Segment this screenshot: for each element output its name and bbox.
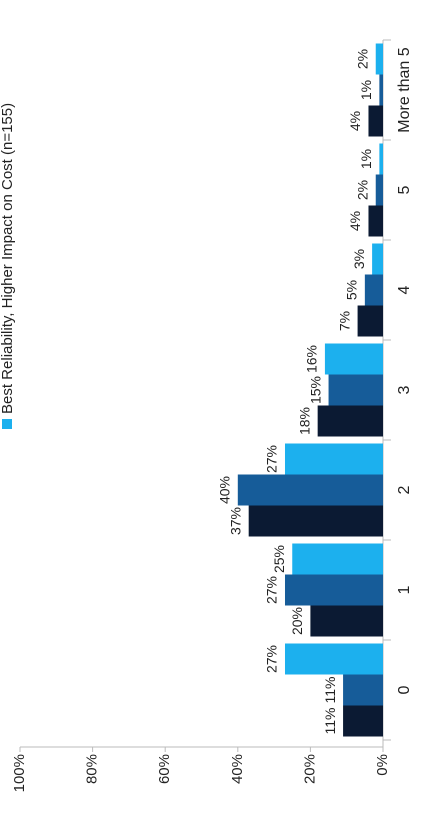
bar — [317, 405, 383, 437]
y-tick-label: 80% — [84, 754, 101, 784]
data-label: 27% — [264, 576, 280, 604]
bar — [372, 243, 383, 275]
x-tick-label: 0 — [396, 685, 413, 694]
x-tick-label: 1 — [396, 585, 413, 594]
x-tick-label: 4 — [396, 285, 413, 294]
bar — [328, 374, 383, 406]
y-tick-label: 60% — [156, 754, 173, 784]
bar — [284, 643, 383, 675]
bar — [310, 605, 383, 637]
data-label: 5% — [344, 280, 360, 300]
y-tick-label: 20% — [301, 754, 318, 784]
bar — [237, 474, 383, 506]
data-label: 2% — [354, 49, 370, 69]
bar — [379, 74, 383, 106]
data-label: 3% — [351, 249, 367, 269]
data-label: 20% — [289, 607, 305, 635]
bar — [379, 143, 383, 175]
y-tick-label: 100% — [11, 754, 28, 792]
bar — [368, 105, 384, 137]
bar — [364, 274, 384, 306]
data-label: 11% — [322, 708, 338, 735]
data-label: 7% — [336, 311, 352, 331]
data-label: 27% — [264, 445, 280, 473]
data-label: 16% — [304, 345, 320, 373]
bar — [343, 674, 384, 706]
bar — [357, 305, 383, 337]
rotated-chart: 0% 20% 40% 60% 80% 100% 0 11% 11% 27% 1 20% 27% 25% 2 3… — [0, 39, 413, 792]
bar — [292, 543, 383, 575]
data-label: 40% — [217, 476, 233, 504]
bar — [368, 205, 384, 237]
data-label: 1% — [358, 149, 374, 169]
legend-label: Best Reliability, Higher Impact on Cost … — [0, 103, 16, 414]
data-label: 37% — [227, 507, 243, 535]
legend-swatch — [2, 419, 12, 429]
y-tick-label: 0% — [374, 754, 391, 776]
x-tick-label: 2 — [396, 485, 413, 494]
y-tick-label: 40% — [229, 754, 246, 784]
data-label: 4% — [347, 111, 363, 131]
data-label: 27% — [264, 645, 280, 673]
bar — [324, 343, 384, 375]
bar — [248, 505, 383, 537]
x-tick-label: 5 — [396, 185, 413, 194]
x-tick-label: 3 — [396, 385, 413, 394]
data-label: 2% — [354, 180, 370, 200]
data-label: 25% — [271, 545, 287, 573]
data-label: 15% — [307, 376, 323, 404]
bar — [284, 443, 383, 475]
data-label: 11% — [322, 677, 338, 704]
bar — [284, 574, 383, 606]
data-label: 18% — [296, 407, 312, 435]
data-label: 1% — [358, 80, 374, 100]
bar — [375, 174, 383, 206]
data-label: 4% — [347, 211, 363, 231]
x-tick-label: More than 5 — [396, 47, 413, 132]
bar — [343, 705, 384, 737]
bar — [375, 43, 383, 75]
